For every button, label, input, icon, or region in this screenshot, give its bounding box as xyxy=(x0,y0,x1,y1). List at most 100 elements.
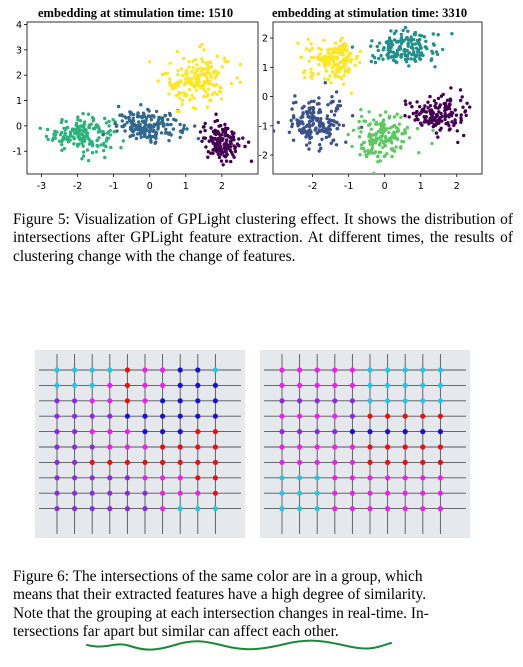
intersection-node xyxy=(89,459,95,465)
intersection-node xyxy=(332,444,338,450)
intersection-node xyxy=(349,429,355,435)
y-tick-label: 0 xyxy=(16,121,22,132)
data-point xyxy=(215,118,220,123)
data-point xyxy=(229,159,233,164)
data-point xyxy=(128,134,132,139)
intersection-node xyxy=(420,444,426,450)
data-point xyxy=(320,137,324,141)
intersection-node xyxy=(177,459,183,465)
data-point xyxy=(302,104,306,109)
data-point xyxy=(96,144,100,148)
data-point xyxy=(164,127,168,131)
x-tick-label: -2 xyxy=(73,181,82,192)
intersection-node xyxy=(212,413,218,419)
data-point xyxy=(143,122,148,127)
data-point xyxy=(311,118,315,123)
intersection-node xyxy=(437,490,443,496)
data-point xyxy=(94,150,99,154)
data-point xyxy=(334,90,339,94)
data-point xyxy=(327,124,332,128)
intersection-node xyxy=(314,459,320,465)
intersection-node xyxy=(124,382,130,388)
data-point xyxy=(334,109,338,113)
data-point xyxy=(336,74,340,79)
data-point xyxy=(315,102,320,106)
data-point xyxy=(206,87,211,91)
data-point xyxy=(437,110,441,114)
data-point xyxy=(185,127,189,131)
data-point xyxy=(140,130,144,134)
intersection-node xyxy=(177,490,183,496)
data-point xyxy=(287,130,292,134)
data-point xyxy=(461,105,465,109)
data-point xyxy=(235,76,239,80)
data-point xyxy=(370,39,374,43)
data-point xyxy=(339,76,343,80)
data-point xyxy=(80,157,84,161)
data-point xyxy=(104,121,109,125)
data-point xyxy=(387,130,391,135)
data-point xyxy=(308,141,312,145)
data-point xyxy=(90,115,95,120)
intersection-node xyxy=(160,398,166,404)
intersection-node xyxy=(89,398,95,404)
data-point xyxy=(44,134,49,139)
data-point xyxy=(307,129,311,133)
data-point xyxy=(389,29,393,33)
data-point xyxy=(416,41,420,45)
data-point xyxy=(190,93,194,98)
data-point xyxy=(330,66,334,70)
data-point xyxy=(407,64,411,68)
scatter-points xyxy=(38,42,254,167)
data-point xyxy=(150,134,154,139)
data-point xyxy=(329,141,333,145)
intersection-node xyxy=(142,398,148,404)
data-point xyxy=(218,133,222,137)
data-point xyxy=(246,140,251,144)
intersection-node xyxy=(297,413,303,419)
data-point xyxy=(76,118,80,122)
intersection-node xyxy=(142,413,148,419)
data-point xyxy=(218,90,222,94)
data-point xyxy=(114,124,119,128)
intersection-node xyxy=(314,367,320,373)
data-point xyxy=(399,35,404,40)
data-point xyxy=(154,136,158,140)
data-point xyxy=(413,42,417,46)
data-point xyxy=(81,111,85,116)
data-point xyxy=(200,57,204,61)
data-point xyxy=(205,68,209,72)
intersection-node xyxy=(437,459,443,465)
data-point xyxy=(323,77,327,81)
data-point xyxy=(422,120,426,124)
data-point xyxy=(331,138,336,142)
intersection-node xyxy=(107,382,113,388)
data-point xyxy=(74,128,78,133)
data-point xyxy=(210,139,215,144)
intersection-grid-left xyxy=(39,354,241,534)
data-point xyxy=(299,55,304,60)
data-point xyxy=(438,128,442,132)
data-point xyxy=(463,109,468,113)
data-point xyxy=(113,121,117,126)
y-tick-label: -1 xyxy=(259,121,268,132)
data-point xyxy=(435,113,439,117)
intersection-node xyxy=(349,475,355,481)
intersection-node xyxy=(107,429,113,435)
data-point xyxy=(125,120,129,125)
intersection-node xyxy=(195,506,201,512)
data-point xyxy=(336,104,340,108)
intersection-node xyxy=(142,506,148,512)
data-point xyxy=(206,63,210,67)
data-point xyxy=(131,116,135,121)
intersection-node xyxy=(54,413,60,419)
data-point xyxy=(176,84,180,88)
data-point xyxy=(170,86,175,90)
data-point xyxy=(147,133,152,138)
intersection-node xyxy=(54,475,60,481)
data-point xyxy=(358,49,363,54)
intersection-node xyxy=(420,367,426,373)
data-point xyxy=(46,137,50,142)
data-point xyxy=(393,53,397,58)
data-point xyxy=(447,104,451,109)
